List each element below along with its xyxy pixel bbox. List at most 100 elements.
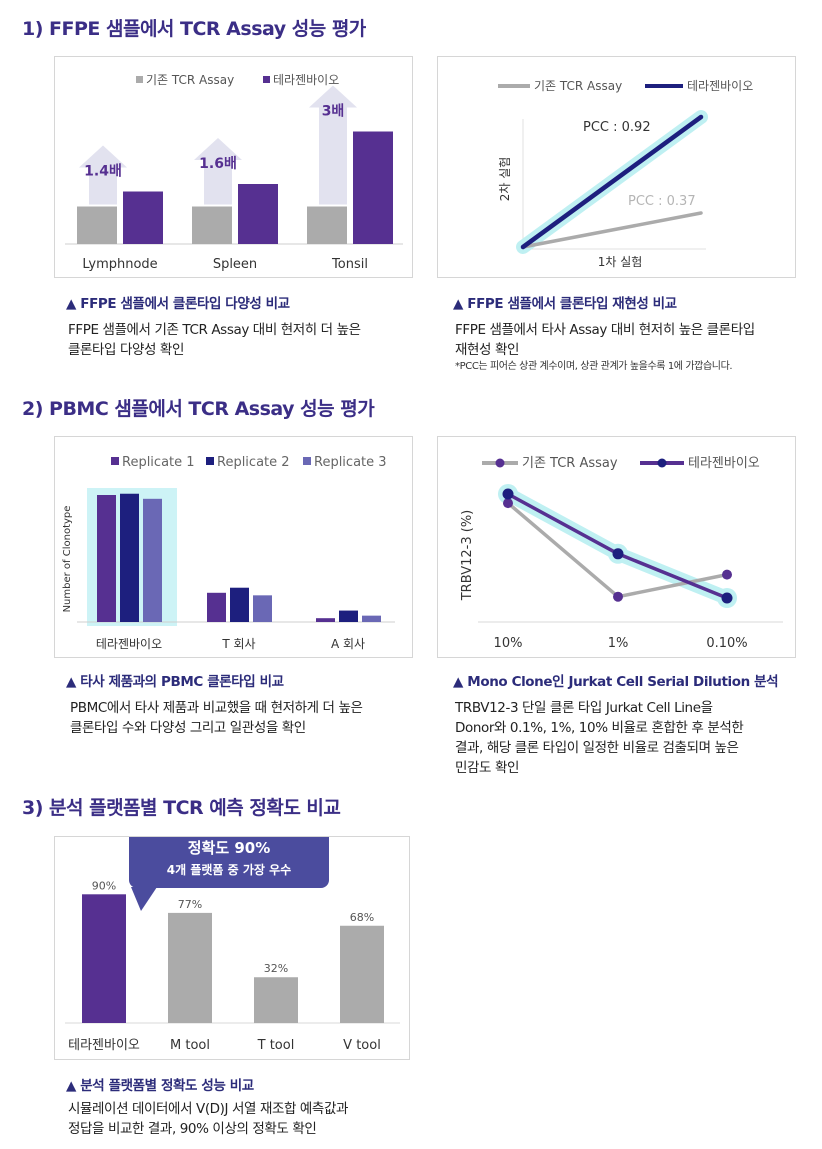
callout-pointer — [131, 887, 157, 911]
increase-arrow-icon — [309, 85, 357, 205]
legend-label: Replicate 3 — [314, 455, 387, 470]
x-tick-label: 10% — [494, 636, 523, 651]
legend-label-therragen: 테라젠바이오 — [687, 79, 753, 93]
series-line-therragen — [520, 114, 704, 250]
x-tick-label: 0.10% — [706, 636, 747, 651]
x-tick-label: T tool — [257, 1038, 295, 1053]
bar-replicate — [120, 493, 139, 622]
callout-title: 정확도 90% — [188, 839, 271, 857]
x-tick-label: 테라젠바이오 — [68, 1038, 140, 1053]
caption-line: TRBV12-3 단일 클론 타입 Jurkat Cell Line을 — [455, 700, 713, 716]
y-axis-label: 2차 실험 — [498, 157, 512, 202]
caption-title-pbmc: ▲ 타사 제품과의 PBMC 클론타입 비교 — [66, 674, 284, 690]
caption-line: 시뮬레이션 데이터에서 V(D)J 서열 재조합 예측값과 — [68, 1101, 348, 1117]
data-label: 32% — [264, 962, 288, 975]
pcc-note: *PCC는 피어슨 상관 계수이며, 상관 관계가 높을수록 1에 가깝습니다. — [455, 361, 733, 372]
caption-line: FFPE 샘플에서 기존 TCR Assay 대비 현저히 더 높은 — [68, 322, 361, 338]
chart-ffpe-diversity: 기존 TCR Assay 테라젠바이오 1.4배 Lymphnode 1.6배 Splee… — [54, 56, 413, 278]
y-axis-label: TRBV12-3 (%) — [460, 510, 475, 602]
bar-therragen — [353, 131, 393, 244]
caption-line: PBMC에서 타사 제품과 비교했을 때 현저하게 더 높은 — [70, 700, 363, 716]
legend-label: Replicate 2 — [217, 455, 290, 470]
section-title-ffpe: 1) FFPE 샘플에서 TCR Assay 성능 평가 — [22, 18, 366, 40]
pcc-label-therragen: PCC : 0.92 — [583, 120, 651, 135]
chart-ffpe-reproducibility-svg: 기존 TCR Assay 테라젠바이오 PCC : 0.92 PCC : 0.37 1차… — [498, 79, 753, 269]
callout-bubble — [129, 837, 329, 888]
caption-line: FFPE 샘플에서 타사 Assay 대비 현저히 높은 클론타입 — [455, 322, 755, 338]
legend-label-baseline: 기존 TCR Assay — [146, 73, 234, 87]
bar-accuracy — [254, 977, 298, 1023]
x-tick-label: T 회사 — [221, 637, 255, 651]
x-tick-label: V tool — [343, 1038, 381, 1053]
caption-line: Donor와 0.1%, 1%, 10% 비율로 혼합한 후 분석한 — [455, 720, 744, 736]
x-tick-label: Tonsil — [331, 257, 368, 272]
bar-accuracy — [340, 925, 384, 1023]
data-label: 90% — [92, 879, 116, 892]
section-title-platform: 3) 분석 플랫폼별 TCR 예측 정확도 비교 — [22, 797, 341, 819]
caption-desc-pbmc: PBMC에서 타사 제품과 비교했을 때 현저하게 더 높은 클론타입 수와 다… — [70, 698, 410, 738]
section-title-pbmc: 2) PBMC 샘플에서 TCR Assay 성능 평가 — [22, 398, 375, 420]
chart-jurkat-dilution: 기존 TCR Assay 테라젠바이오 10% 1% 0.10% TRBV12-3 (%) — [437, 436, 796, 658]
caption-line: 민감도 확인 — [455, 760, 519, 776]
x-tick-label: Spleen — [213, 257, 257, 272]
marker-therragen — [502, 488, 514, 500]
marker-baseline — [613, 591, 623, 602]
bar-replicate — [253, 595, 272, 622]
marker-baseline — [503, 498, 513, 509]
chart-pbmc-clonotype-svg: Replicate 1 Replicate 2 Replicate 3 테라젠바이오 T… — [62, 455, 395, 651]
bar-replicate — [143, 498, 162, 622]
caption-desc-accuracy: 시뮬레이션 데이터에서 V(D)J 서열 재조합 예측값과 정답을 비교한 결과… — [68, 1099, 408, 1139]
chart-ffpe-diversity-svg: 기존 TCR Assay 테라젠바이오 1.4배 Lymphnode 1.6배 Splee… — [65, 73, 403, 272]
caption-title-reproducibility: ▲ FFPE 샘플에서 클론타입 재현성 비교 — [453, 296, 677, 312]
marker-baseline — [722, 569, 732, 580]
chart-ffpe-reproducibility: 기존 TCR Assay 테라젠바이오 PCC : 0.92 PCC : 0.37 1차… — [437, 56, 796, 278]
legend-marker-therragen — [657, 458, 667, 468]
callout-subtitle: 4개 플랫폼 중 가장 우수 — [167, 862, 291, 877]
caption-line: 클론타입 다양성 확인 — [68, 342, 184, 358]
caption-line: 클론타입 수와 다양성 그리고 일관성을 확인 — [70, 720, 306, 736]
x-tick-label: M tool — [170, 1038, 210, 1053]
bar-baseline — [307, 206, 347, 244]
legend-label-therragen: 테라젠바이오 — [688, 456, 760, 471]
increase-arrow-icon — [194, 138, 242, 205]
legend-swatch — [206, 457, 214, 465]
bar-accuracy — [82, 894, 126, 1023]
bar-replicate — [362, 615, 381, 622]
fold-change-label: 1.6배 — [199, 156, 237, 172]
marker-therragen — [721, 592, 733, 604]
bar-therragen — [238, 184, 278, 244]
legend-swatch — [111, 457, 119, 465]
fold-change-label: 3배 — [322, 104, 345, 120]
bar-replicate — [230, 587, 249, 622]
caption-title-accuracy: ▲ 분석 플랫폼별 정확도 성능 비교 — [66, 1078, 254, 1094]
y-axis-label: Number of Clonotype — [62, 506, 73, 613]
x-tick-label: 테라젠바이오 — [96, 637, 162, 651]
series-line-baseline — [521, 211, 703, 249]
bar-baseline — [77, 206, 117, 244]
chart-platform-accuracy: 90% 테라젠바이오 77% M tool 32% T tool 68% V tool 정확도 … — [54, 836, 410, 1060]
caption-title-jurkat: ▲ Mono Clone인 Jurkat Cell Serial Dilutio… — [453, 674, 779, 690]
legend-marker-baseline — [495, 458, 505, 468]
data-label: 68% — [350, 911, 374, 924]
bar-baseline — [192, 206, 232, 244]
caption-title-diversity: ▲ FFPE 샘플에서 클론타입 다양성 비교 — [66, 296, 290, 312]
bar-replicate — [207, 592, 226, 622]
chart-pbmc-clonotype: Replicate 1 Replicate 2 Replicate 3 테라젠바이오 T… — [54, 436, 413, 658]
bar-replicate — [97, 495, 116, 622]
caption-line: 정답을 비교한 결과, 90% 이상의 정확도 확인 — [68, 1121, 317, 1137]
increase-arrow-icon — [79, 145, 127, 205]
caption-desc-diversity: FFPE 샘플에서 기존 TCR Assay 대비 현저히 더 높은 클론타입 … — [68, 320, 408, 360]
caption-line: 재현성 확인 — [455, 342, 519, 358]
x-tick-label: A 회사 — [331, 637, 365, 651]
x-tick-label: Lymphnode — [82, 257, 157, 272]
chart-jurkat-dilution-svg: 기존 TCR Assay 테라젠바이오 10% 1% 0.10% TRBV12-3 (%) — [460, 456, 783, 651]
bar-replicate — [339, 610, 358, 622]
x-axis-label: 1차 실험 — [598, 255, 643, 269]
legend-swatch-therragen — [263, 76, 270, 83]
bar-therragen — [123, 191, 163, 244]
marker-therragen — [612, 548, 624, 560]
legend-label: Replicate 1 — [122, 455, 195, 470]
pcc-label-baseline: PCC : 0.37 — [628, 194, 696, 209]
legend-label-baseline: 기존 TCR Assay — [522, 456, 618, 471]
legend-swatch — [303, 457, 311, 465]
